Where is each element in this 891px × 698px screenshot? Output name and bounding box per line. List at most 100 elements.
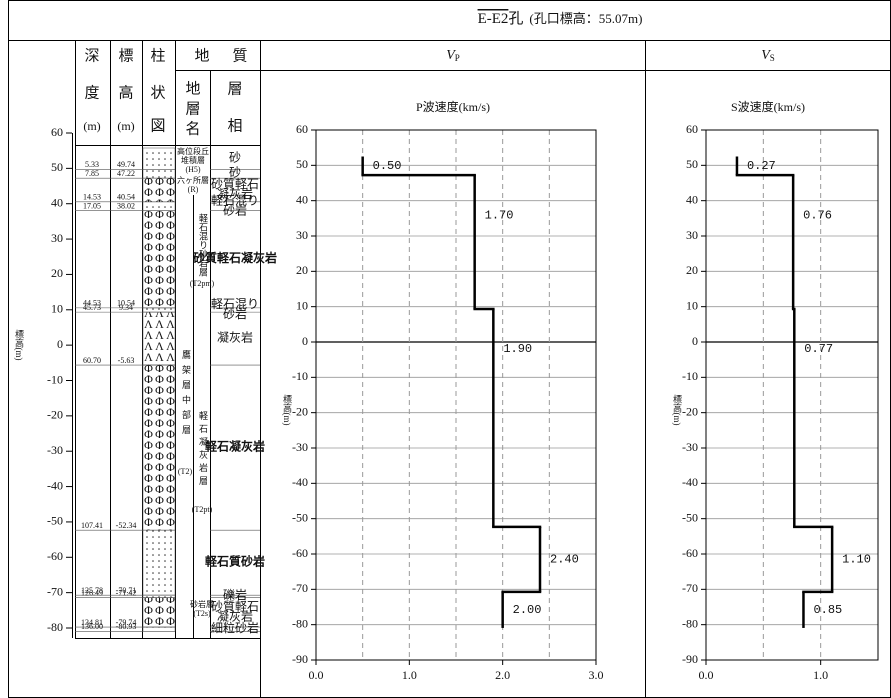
- log-tick-label: 20: [51, 266, 63, 280]
- elevation-label: -80.93: [116, 622, 137, 631]
- column-layer: [142, 364, 176, 531]
- y-tick-label: -20: [292, 404, 308, 418]
- log-tick-label: -30: [47, 443, 63, 457]
- facies-line: 軽石混り: [211, 193, 259, 207]
- formation: 軽石凝灰岩層: [198, 411, 208, 489]
- collar-elevation: (孔口標高：55.07m): [529, 11, 642, 26]
- y-tick-label: -90: [682, 652, 698, 666]
- log-tick-label: 60: [51, 125, 63, 139]
- elevation-label: 10.54: [117, 299, 135, 308]
- x-tick-label: 2.0: [495, 668, 510, 682]
- facies-label: 軽石混り砂岩: [211, 297, 259, 321]
- elevation-label: 9.34: [119, 303, 133, 312]
- x-tick-label: 1.0: [402, 668, 417, 682]
- elevation-label: -5.63: [118, 356, 135, 365]
- column-layer: [142, 311, 176, 366]
- hole-suffix: 孔: [508, 10, 523, 27]
- formation: 六ヶ所層: [177, 175, 209, 185]
- log-tick-label: -10: [47, 372, 63, 386]
- facies-label: 礫岩: [223, 587, 247, 602]
- y-axis-label: 標高(m): [282, 393, 292, 425]
- header: 柱: [150, 47, 165, 64]
- column-layer: [142, 210, 176, 309]
- facies-label: 砂: [229, 150, 241, 164]
- value-label: 1.70: [485, 208, 514, 222]
- facies-label: 砂質軽石凝灰岩: [211, 598, 259, 623]
- x-tick-label: 0.0: [699, 668, 714, 682]
- formation: 軽石混り砂岩層: [198, 213, 208, 277]
- y-tick-label: 0: [692, 334, 698, 348]
- y-tick-label: 30: [296, 228, 308, 242]
- x-tick-label: 0.0: [309, 668, 324, 682]
- value-label: 2.00: [513, 603, 542, 617]
- depth-label: 45.73: [83, 303, 101, 312]
- value-label: 0.76: [803, 208, 832, 222]
- y-tick-label: -80: [682, 616, 698, 630]
- header: 層: [227, 81, 242, 97]
- formation: (H5): [185, 165, 200, 174]
- elevation-label: -71.42: [116, 588, 137, 597]
- header: 度: [84, 84, 99, 101]
- formation: 砂岩層: [190, 599, 214, 609]
- facies-label: 砂質軽石凝灰岩: [211, 176, 259, 201]
- depth-label: 44.53: [83, 299, 101, 308]
- column-layer: [142, 529, 176, 596]
- log-tick-label: -50: [47, 514, 63, 528]
- y-tick-label: 40: [296, 192, 308, 206]
- header: 層: [185, 101, 200, 117]
- header: 名: [185, 120, 200, 137]
- formation: 鷹架層中部層: [181, 349, 191, 440]
- y-tick-label: 60: [686, 122, 698, 136]
- column-layer: [142, 177, 176, 203]
- formation: (T2): [178, 467, 193, 476]
- elevation-label: -52.34: [116, 521, 137, 530]
- y-tick-label: 20: [686, 263, 698, 277]
- facies-label: 軽石凝灰岩: [205, 438, 265, 453]
- x-tick-label: 1.0: [813, 668, 828, 682]
- header: (m): [117, 119, 134, 133]
- value-label: 1.10: [842, 553, 871, 567]
- facies-line: 軽石混り: [211, 297, 259, 311]
- y-tick-label: -10: [682, 369, 698, 383]
- log-tick-label: -40: [47, 478, 63, 492]
- log-tick-label: 10: [51, 302, 63, 316]
- panel-header: VP: [446, 48, 460, 63]
- header: 質: [232, 46, 247, 64]
- log-tick-label: 40: [51, 195, 63, 209]
- facies-label: 軽石混り砂岩: [211, 193, 259, 217]
- depth-label: 125.78: [81, 586, 103, 595]
- y-tick-label: -20: [682, 404, 698, 418]
- formation: (T2pt): [192, 505, 213, 514]
- formations: 高位段丘 堆積層 (H5) 六ヶ所層 (R) 鷹架層中部層 (T2) 軽石混り砂…: [177, 146, 215, 618]
- log-tick-label: -70: [47, 584, 63, 598]
- value-label: 0.77: [804, 342, 833, 356]
- header: (m): [83, 119, 100, 133]
- elevation-label: 47.22: [117, 169, 135, 178]
- y-tick-label: 0: [302, 334, 308, 348]
- formation: 高位段丘: [177, 146, 209, 156]
- facies-line: 砂質軽石: [211, 176, 259, 191]
- depth-label: 126.49: [81, 588, 103, 597]
- depth-label: 5.33: [85, 160, 99, 169]
- chart-title: S波速度(km/s): [731, 99, 805, 114]
- facies-label: 凝灰岩: [217, 329, 253, 344]
- y-tick-label: 40: [686, 192, 698, 206]
- column-layer: [142, 626, 176, 632]
- facies-line: 砂岩: [223, 306, 247, 321]
- log-header: 深 度 (m) 標 高 (m) 柱 状 図 地 質 地 層 名 層 相: [83, 46, 247, 137]
- header: 標: [118, 47, 133, 64]
- y-tick-label: -40: [682, 475, 698, 489]
- value-label: 0.85: [813, 603, 842, 617]
- y-tick-label: -90: [292, 652, 308, 666]
- formation: (R): [188, 185, 199, 194]
- header-subscript: P: [455, 53, 460, 63]
- facies-label: 砂質軽石凝灰岩: [192, 250, 277, 265]
- elevation-label: 38.02: [117, 202, 135, 211]
- y-tick-label: -50: [682, 510, 698, 524]
- column-layer: [142, 169, 176, 179]
- depth-label: 134.81: [81, 618, 103, 627]
- y-tick-label: 50: [686, 157, 698, 171]
- facies-line: 凝灰岩: [217, 186, 253, 201]
- formation: (T2s): [193, 609, 211, 618]
